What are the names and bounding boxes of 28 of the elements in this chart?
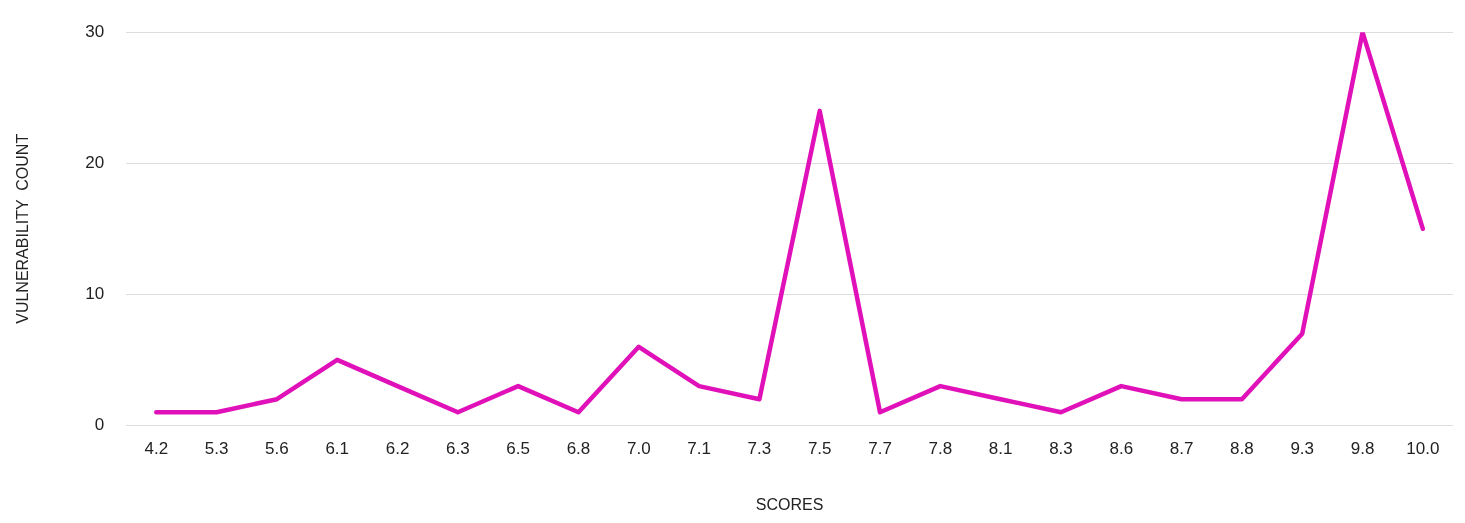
x-tick-label: 8.6	[1109, 439, 1134, 459]
x-tick-label: 5.6	[265, 439, 289, 459]
x-tick-label: 8.3	[1049, 439, 1073, 459]
x-tick-label: 6.2	[385, 439, 410, 459]
x-tick-label: 8.1	[988, 439, 1013, 459]
x-tick-label: 9.3	[1290, 439, 1315, 459]
x-tick-label: 8.8	[1230, 439, 1254, 459]
x-axis-title: SCORES	[755, 495, 824, 513]
y-tick-label: 30	[85, 21, 105, 41]
x-tick-label: 7.1	[687, 439, 711, 459]
x-tick-label: 6.5	[506, 439, 530, 459]
x-tick-label: 10.0	[1406, 439, 1440, 459]
x-tick-label: 9.8	[1350, 439, 1375, 459]
x-tick-label: 7.0	[626, 439, 651, 459]
x-tick-label: 8.7	[1169, 439, 1194, 459]
x-tick-label: 6.1	[325, 439, 350, 459]
y-tick-label: 20	[85, 152, 105, 172]
x-tick-label: 6.8	[566, 439, 591, 459]
x-tick-label: 7.7	[868, 439, 892, 459]
y-axis-title: VULNERABILITY COUNT	[14, 133, 32, 324]
y-tick-label: 0	[94, 415, 105, 435]
x-tick-label: 7.3	[747, 439, 772, 459]
y-tick-label: 10	[85, 284, 105, 304]
x-tick-label: 6.3	[446, 439, 470, 459]
x-tick-label: 5.3	[204, 439, 229, 459]
x-tick-label: 7.5	[807, 439, 832, 459]
x-tick-label: 7.8	[928, 439, 953, 459]
x-tick-label: 4.2	[144, 439, 169, 459]
